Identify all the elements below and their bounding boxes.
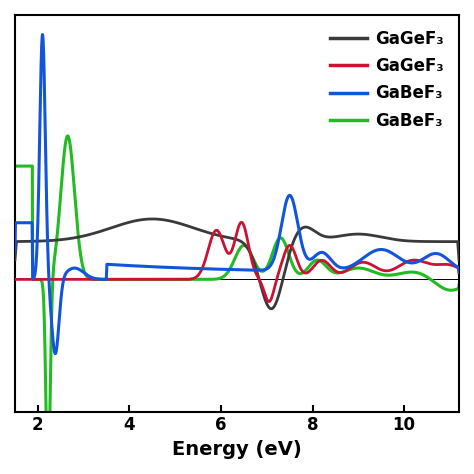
X-axis label: Energy (eV): Energy (eV)	[172, 440, 302, 459]
Legend: GaGeF₃, GaGeF₃, GaBeF₃, GaBeF₃: GaGeF₃, GaGeF₃, GaBeF₃, GaBeF₃	[324, 23, 451, 136]
